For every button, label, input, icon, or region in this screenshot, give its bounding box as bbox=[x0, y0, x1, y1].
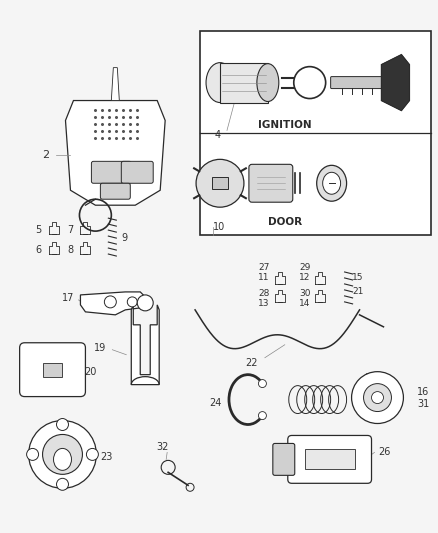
Polygon shape bbox=[131, 305, 159, 385]
Polygon shape bbox=[66, 101, 165, 205]
Text: 16: 16 bbox=[417, 386, 430, 397]
Text: 27: 27 bbox=[258, 263, 269, 272]
Ellipse shape bbox=[257, 63, 279, 101]
Text: 32: 32 bbox=[156, 442, 168, 453]
FancyBboxPatch shape bbox=[331, 77, 388, 88]
Polygon shape bbox=[381, 55, 410, 110]
Circle shape bbox=[104, 296, 117, 308]
Ellipse shape bbox=[53, 448, 71, 470]
FancyBboxPatch shape bbox=[249, 164, 293, 202]
Circle shape bbox=[364, 384, 392, 411]
Text: 26: 26 bbox=[378, 447, 391, 457]
Circle shape bbox=[127, 297, 137, 307]
Ellipse shape bbox=[323, 172, 341, 194]
Text: 15: 15 bbox=[352, 273, 363, 282]
Circle shape bbox=[371, 392, 384, 403]
Polygon shape bbox=[111, 68, 119, 101]
Circle shape bbox=[196, 159, 244, 207]
Circle shape bbox=[137, 295, 153, 311]
Bar bbox=[212, 177, 228, 189]
Circle shape bbox=[57, 418, 68, 431]
Circle shape bbox=[294, 67, 326, 99]
FancyBboxPatch shape bbox=[100, 183, 130, 199]
Bar bbox=[200, 31, 431, 235]
Ellipse shape bbox=[317, 165, 346, 201]
Text: 8: 8 bbox=[67, 245, 74, 255]
Text: 22: 22 bbox=[246, 358, 258, 368]
Text: 13: 13 bbox=[258, 300, 270, 309]
Bar bbox=[42, 362, 63, 377]
Ellipse shape bbox=[206, 63, 234, 102]
Circle shape bbox=[42, 434, 82, 474]
FancyBboxPatch shape bbox=[92, 161, 131, 183]
Text: 5: 5 bbox=[35, 225, 42, 235]
Text: 6: 6 bbox=[35, 245, 42, 255]
Text: 24: 24 bbox=[209, 398, 221, 408]
Text: 18: 18 bbox=[364, 373, 377, 383]
Text: 12: 12 bbox=[299, 273, 311, 282]
Circle shape bbox=[352, 372, 403, 424]
Text: 4: 4 bbox=[215, 131, 221, 140]
Text: 30: 30 bbox=[299, 289, 311, 298]
Text: 10: 10 bbox=[213, 222, 225, 232]
Polygon shape bbox=[81, 292, 145, 315]
Text: 14: 14 bbox=[299, 300, 311, 309]
Text: 21: 21 bbox=[352, 287, 363, 296]
Text: 2: 2 bbox=[42, 150, 49, 160]
Text: 7: 7 bbox=[67, 225, 74, 235]
Text: 17: 17 bbox=[62, 293, 74, 303]
Circle shape bbox=[86, 448, 99, 461]
Text: 11: 11 bbox=[258, 273, 270, 282]
Text: 31: 31 bbox=[417, 399, 430, 409]
Text: 28: 28 bbox=[258, 289, 269, 298]
Text: 19: 19 bbox=[94, 343, 106, 353]
Text: DOOR: DOOR bbox=[268, 217, 302, 227]
Text: 9: 9 bbox=[121, 233, 127, 243]
Circle shape bbox=[28, 421, 96, 488]
Circle shape bbox=[258, 379, 266, 387]
FancyBboxPatch shape bbox=[288, 435, 371, 483]
Text: 23: 23 bbox=[100, 453, 113, 463]
Circle shape bbox=[27, 448, 39, 461]
FancyBboxPatch shape bbox=[20, 343, 85, 397]
Text: 20: 20 bbox=[84, 367, 97, 377]
Bar bbox=[305, 449, 355, 470]
Circle shape bbox=[57, 478, 68, 490]
FancyBboxPatch shape bbox=[121, 161, 153, 183]
Text: 29: 29 bbox=[299, 263, 311, 272]
Circle shape bbox=[258, 411, 266, 419]
FancyBboxPatch shape bbox=[273, 443, 295, 475]
Text: IGNITION: IGNITION bbox=[258, 120, 311, 131]
Bar bbox=[220, 63, 268, 102]
